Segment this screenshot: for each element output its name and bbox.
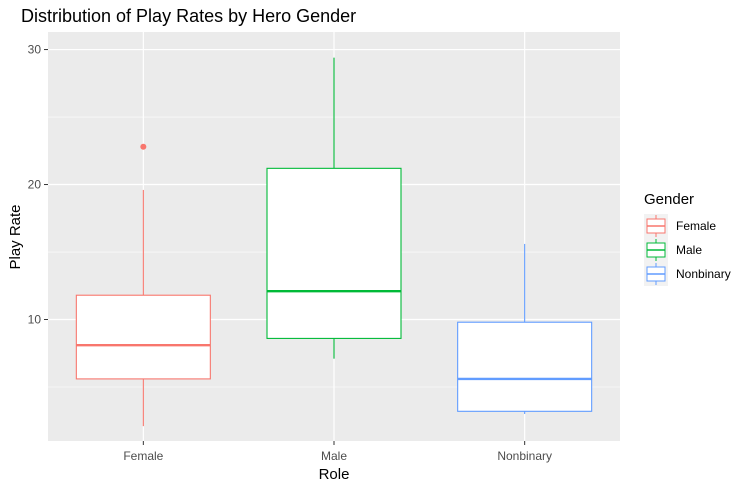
chart-title: Distribution of Play Rates by Hero Gende… (21, 6, 356, 26)
legend-key-male: Male (644, 238, 702, 262)
legend-key-nonbinary: Nonbinary (644, 262, 731, 286)
x-tick-label: Female (123, 449, 163, 463)
x-axis: Female Male Nonbinary (123, 441, 552, 463)
legend-label: Nonbinary (676, 267, 731, 281)
box-series (75, 57, 593, 427)
x-tick-label: Male (321, 449, 347, 463)
legend-label: Male (676, 243, 702, 257)
legend: Gender Female Male Nonbinary (644, 191, 731, 286)
y-axis: 10 20 30 (28, 43, 48, 327)
legend-key-female: Female (644, 214, 716, 238)
box-nonbinary (457, 243, 593, 415)
y-tick-label: 10 (28, 313, 42, 327)
box-male (266, 57, 402, 359)
box-female (75, 143, 211, 427)
iqr-box (266, 167, 402, 339)
y-tick-label: 20 (28, 178, 42, 192)
legend-label: Female (676, 219, 716, 233)
y-axis-title: Play Rate (7, 204, 24, 269)
x-tick-label: Nonbinary (497, 449, 552, 463)
y-tick-label: 30 (28, 43, 42, 57)
legend-title: Gender (644, 191, 694, 208)
outlier-point (140, 143, 147, 150)
iqr-box (75, 294, 211, 380)
iqr-box (457, 321, 593, 412)
x-axis-title: Role (319, 466, 350, 483)
